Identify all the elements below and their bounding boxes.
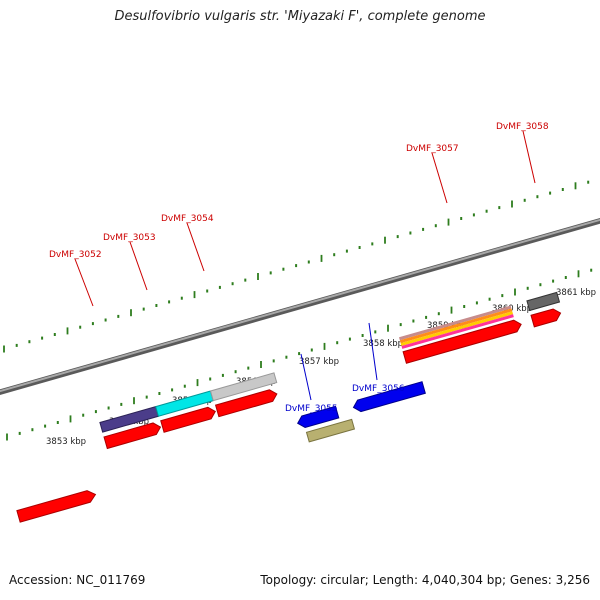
- scale-label-3858: 3858 kbp: [363, 339, 403, 349]
- reverse-strand-track: [296, 381, 426, 443]
- gene-dvmf-3055[interactable]: [305, 418, 356, 443]
- gene-label-dvmf-3056: DvMF_3056: [352, 384, 405, 394]
- gene-labels: DvMF_3052 DvMF_3053 DvMF_3054 DvMF_3057 …: [49, 122, 549, 414]
- scale-label-3860: 3860 kbp: [492, 304, 532, 314]
- cds-arrow-dvmf-3057[interactable]: [402, 319, 523, 364]
- genome-summary-text: Topology: circular; Length: 4,040,304 bp…: [260, 573, 590, 587]
- gene-label-dvmf-3055: DvMF_3055: [285, 404, 338, 414]
- leader-dvmf-3053: [129, 241, 148, 291]
- gene-label-dvmf-3052: DvMF_3052: [49, 250, 102, 260]
- upper-tick-track: [3, 180, 590, 353]
- leader-dvmf-3052: [74, 258, 94, 307]
- scale-label-3853: 3853 kbp: [46, 437, 86, 447]
- scale-label-3857: 3857 kbp: [299, 357, 339, 367]
- gene-label-dvmf-3053: DvMF_3053: [103, 233, 156, 243]
- gene-dvmf-3058[interactable]: [526, 291, 561, 312]
- accession-text: Accession: NC_011769: [9, 573, 146, 587]
- gene-label-dvmf-3057: DvMF_3057: [406, 144, 459, 154]
- scale-label-3861: 3861 kbp: [556, 288, 596, 298]
- leader-dvmf-3055: [300, 353, 312, 401]
- cds-arrow-dvmf-3055[interactable]: [296, 405, 340, 429]
- cds-arrow[interactable]: [16, 489, 97, 523]
- gene-dvmf-3057[interactable]: [399, 305, 514, 349]
- cds-arrow-dvmf-3054[interactable]: [214, 388, 279, 418]
- lower-tick-track: [6, 268, 593, 441]
- gene-dvmf-3054[interactable]: [209, 372, 278, 402]
- cds-arrow-dvmf-3052[interactable]: [103, 421, 162, 450]
- cds-arrow-dvmf-3053[interactable]: [160, 406, 217, 433]
- leader-dvmf-3056: [368, 322, 378, 381]
- cds-arrow-dvmf-3056[interactable]: [352, 381, 426, 414]
- gene-label-dvmf-3058: DvMF_3058: [496, 122, 549, 132]
- gene-label-dvmf-3054: DvMF_3054: [161, 214, 214, 224]
- forward-strand-track: [16, 291, 562, 523]
- cds-arrow-dvmf-3058[interactable]: [530, 307, 562, 328]
- leader-dvmf-3054: [186, 222, 205, 272]
- genome-backbone: [0, 217, 600, 396]
- leader-dvmf-3057: [431, 152, 448, 204]
- map-title: Desulfovibrio vulgaris str. 'Miyazaki F'…: [114, 9, 486, 24]
- leader-dvmf-3058: [522, 130, 536, 184]
- label-leader-lines: [74, 130, 536, 401]
